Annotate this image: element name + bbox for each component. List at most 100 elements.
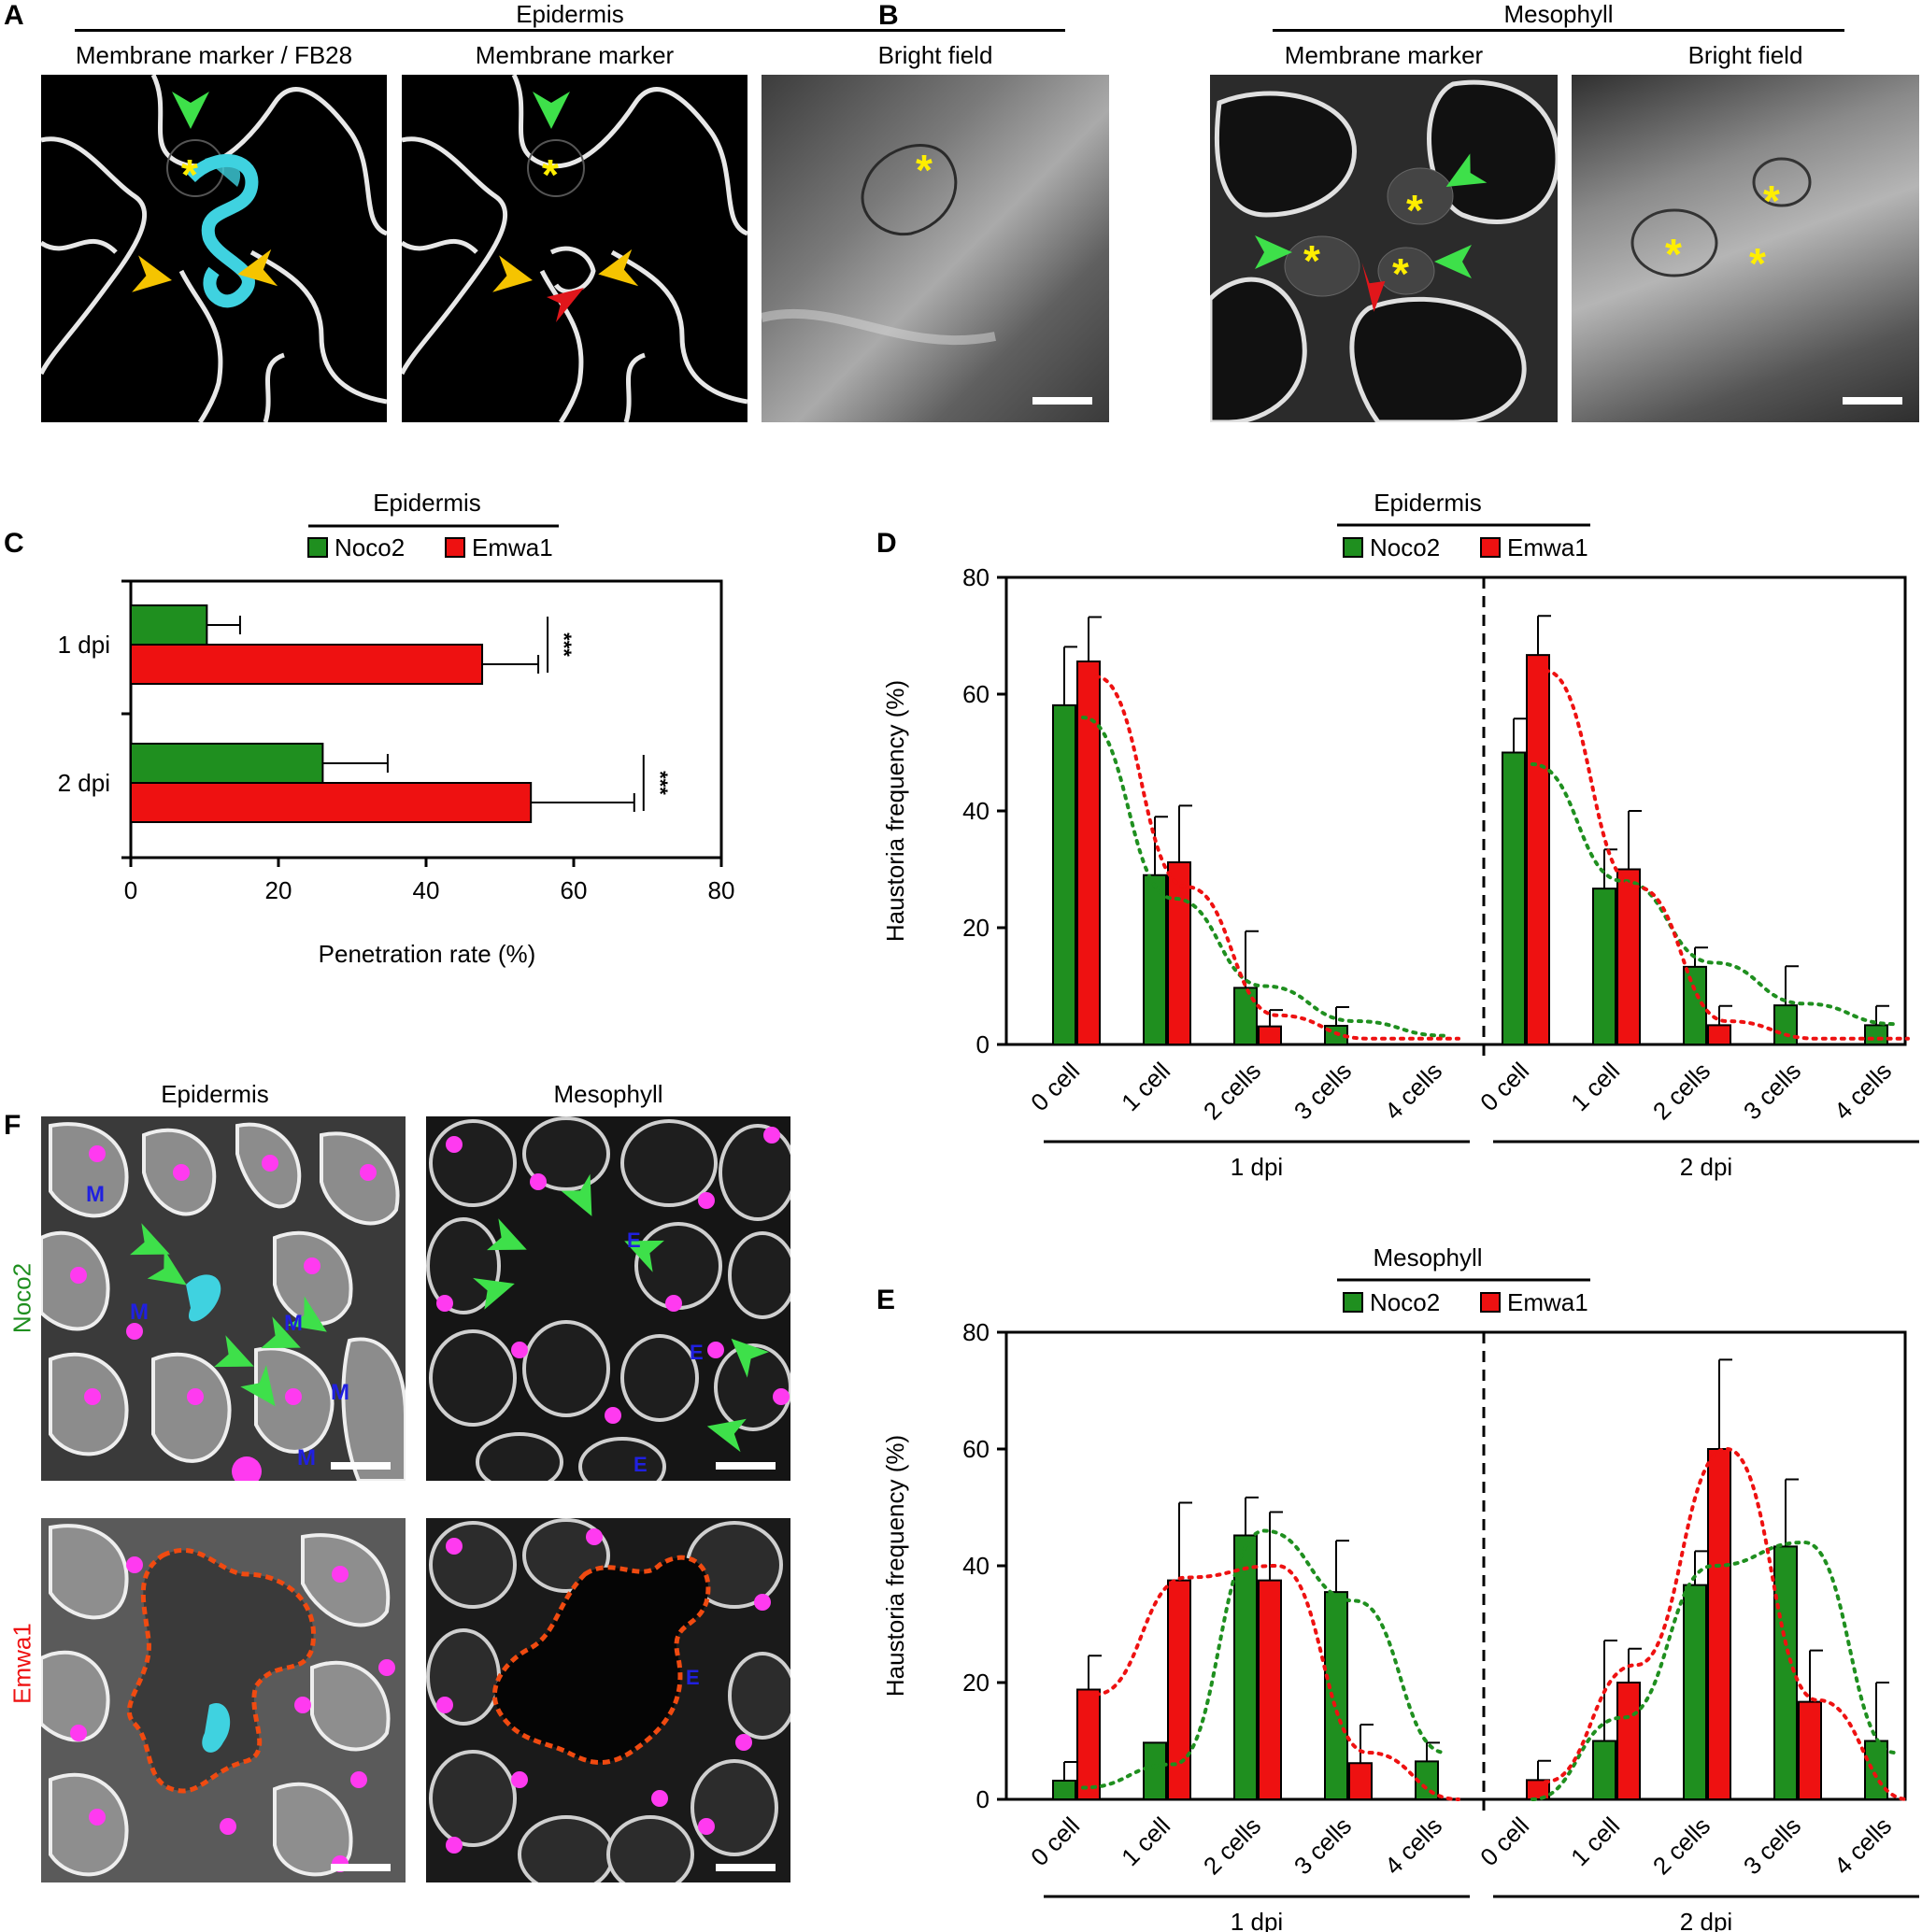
panel-f-row-label-noco2: Noco2 — [7, 1262, 36, 1334]
asterisk-marker: * — [916, 146, 933, 194]
asterisk-marker: * — [1392, 249, 1409, 298]
panel-a-group-label: Epidermis — [516, 0, 624, 28]
m-marker: M — [284, 1311, 303, 1336]
chart-e-y-tick-label: 20 — [962, 1669, 989, 1697]
e-marker: E — [686, 1666, 700, 1689]
chart-d-y-axis-label: Haustoria frequency (%) — [881, 680, 909, 942]
panel-letter-d: D — [876, 528, 897, 559]
chart-e-x-tick-label: 4 cells — [1379, 1811, 1447, 1880]
chart-e-bar-noco2 — [1233, 1534, 1258, 1800]
chart-c-x-tick-label: 60 — [561, 876, 588, 904]
panel-b-col-label-2: Bright field — [1687, 41, 1803, 69]
panel-a-group-rule — [75, 29, 1065, 32]
chart-d-bar-emwa1 — [1526, 654, 1550, 1045]
panel-a-col-label-1: Membrane marker / FB28 — [75, 41, 353, 69]
chart-e-x-tick-label: 0 cell — [1025, 1811, 1085, 1871]
chart-d-trend-noco2 — [1081, 716, 1447, 1038]
micrograph-f-noco2-mesophyll: E E E — [426, 1116, 790, 1481]
chart-e-legend-label-noco2: Noco2 — [1370, 1288, 1440, 1316]
micrograph-f-emwa1-epidermis — [41, 1518, 406, 1882]
chart-c-significance: *** — [552, 632, 576, 657]
asterisk-marker: * — [1763, 177, 1780, 225]
chart-e-bar-emwa1 — [1348, 1762, 1373, 1800]
panel-letter-f: F — [4, 1110, 21, 1141]
chart-d-y-tick-label: 20 — [962, 914, 989, 942]
micrograph-f-emwa1-mesophyll: E — [426, 1518, 790, 1882]
chart-e-frame — [1004, 1330, 1907, 1801]
asterisk-marker: * — [1303, 236, 1320, 285]
micrograph-a-bright-field: * — [762, 75, 1109, 422]
chart-e-bar-noco2 — [1592, 1740, 1616, 1800]
chart-e-legend-swatch-noco2 — [1343, 1292, 1363, 1313]
chart-e-y-tick-label: 60 — [962, 1435, 989, 1463]
asterisk-marker: * — [542, 150, 559, 199]
chart-d-trend-emwa1 — [1544, 669, 1910, 1041]
chart-e-y-tick-label: 80 — [962, 1318, 989, 1346]
asterisk-marker: * — [1665, 230, 1682, 278]
chart-d-frame — [1004, 575, 1907, 1046]
chart-d-bar-noco2 — [1864, 1024, 1888, 1045]
panel-a-col-label-3: Bright field — [877, 41, 993, 69]
chart-d-bar-emwa1 — [1167, 861, 1191, 1045]
chart-e-trend-emwa1 — [1094, 1563, 1460, 1801]
chart-d: Epidermis Noco2 Emwa1 0 20 40 60 80 Haustoria fr… — [881, 489, 1919, 1181]
chart-c-x-tick-label: 80 — [708, 876, 735, 904]
chart-d-x-tick-label: 3 cells — [1738, 1057, 1806, 1125]
asterisk-marker: * — [1406, 186, 1423, 234]
chart-c-significance: *** — [648, 771, 672, 795]
micrograph-b-membrane: * * * — [1210, 75, 1558, 422]
chart-d-group-label: 1 dpi — [1231, 1153, 1283, 1181]
chart-e-y-axis-label: Haustoria frequency (%) — [881, 1435, 909, 1697]
chart-d-x-tick-label: 1 cell — [1116, 1057, 1175, 1116]
chart-d-legend-swatch-noco2 — [1343, 537, 1363, 558]
chart-d-group-label: 2 dpi — [1680, 1153, 1732, 1181]
asterisk-marker: * — [1749, 239, 1766, 288]
panel-b-group-rule — [1273, 29, 1844, 32]
chart-e-bar-emwa1 — [1167, 1579, 1191, 1800]
chart-e-legend-swatch-emwa1 — [1480, 1292, 1501, 1313]
chart-e-bar-emwa1 — [1798, 1700, 1822, 1800]
chart-d-bar-noco2 — [1233, 987, 1258, 1045]
chart-e-bar-emwa1 — [1707, 1448, 1731, 1800]
chart-d-bar-emwa1 — [1616, 868, 1641, 1045]
chart-e-bar-emwa1 — [1076, 1688, 1101, 1800]
chart-c-category-label: 1 dpi — [58, 631, 110, 659]
chart-e: Mesophyll Noco2 Emwa1 0 20 40 60 80 Haustoria fr… — [881, 1243, 1919, 1932]
chart-c-x-tick-label: 20 — [265, 876, 292, 904]
panel-a-col-label-2: Membrane marker — [475, 41, 675, 69]
chart-d-bar-emwa1 — [1707, 1024, 1731, 1045]
chart-d-x-tick-label: 0 cell — [1025, 1057, 1085, 1116]
chart-d-bar-emwa1 — [1076, 661, 1101, 1045]
panel-b-group-label: Mesophyll — [1503, 0, 1614, 28]
chart-d-x-tick-label: 2 cells — [1647, 1057, 1716, 1125]
chart-c-bar-noco2 — [130, 743, 324, 784]
e-marker: E — [690, 1341, 704, 1364]
micrograph-a-membrane: * — [402, 75, 747, 422]
chart-d-y-tick-label: 80 — [962, 563, 989, 591]
m-marker: M — [331, 1380, 349, 1405]
chart-e-bar-noco2 — [1052, 1780, 1076, 1800]
chart-d-x-tick-label: 3 cells — [1288, 1057, 1357, 1125]
chart-c: Epidermis Noco2 Emwa1 1 dpi *** 2 dpi *** 0 20 40… — [58, 489, 735, 968]
chart-d-x-tick-label: 0 cell — [1474, 1057, 1534, 1116]
chart-e-x-tick-label: 0 cell — [1474, 1811, 1534, 1871]
chart-d-bar-noco2 — [1143, 874, 1167, 1045]
chart-e-x-tick-label: 1 cell — [1116, 1811, 1175, 1871]
chart-e-bar-emwa1 — [1616, 1682, 1641, 1800]
chart-e-y-tick-label: 0 — [976, 1785, 989, 1813]
chart-c-category-label: 2 dpi — [58, 769, 110, 797]
micrograph-f-noco2-epidermis: M M M M M — [41, 1116, 406, 1481]
chart-e-group-label: 1 dpi — [1231, 1908, 1283, 1932]
chart-d-trend-noco2 — [1530, 762, 1897, 1027]
chart-c-legend-label-emwa1: Emwa1 — [472, 533, 553, 561]
chart-e-x-tick-label: 1 cell — [1565, 1811, 1625, 1871]
chart-d-y-tick-label: 0 — [976, 1030, 989, 1058]
chart-c-bar-noco2 — [130, 604, 208, 646]
chart-e-title: Mesophyll — [1373, 1243, 1482, 1271]
chart-d-bar-noco2 — [1773, 1004, 1798, 1045]
m-marker: M — [130, 1300, 149, 1325]
chart-d-bar-noco2 — [1052, 703, 1076, 1045]
chart-e-x-tick-label: 4 cells — [1829, 1811, 1897, 1880]
e-marker: E — [627, 1229, 641, 1252]
asterisk-marker: * — [181, 150, 198, 199]
